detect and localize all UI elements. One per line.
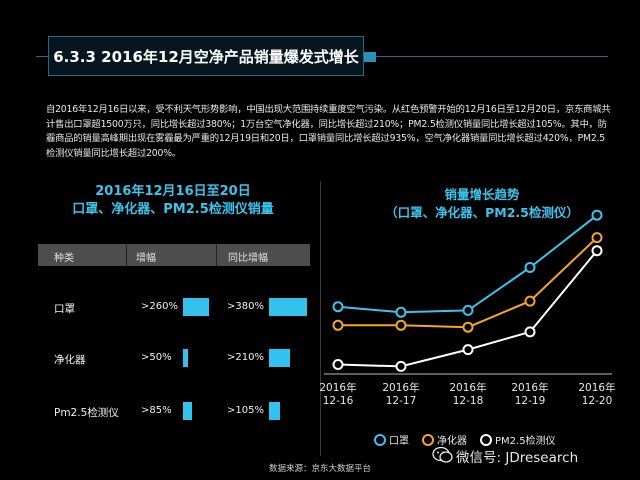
data-point [332, 301, 344, 313]
x-tick-label: 12-16 [323, 395, 354, 407]
x-tick-label: 12-18 [453, 395, 484, 407]
legend-label: PM2.5检测仪 [495, 434, 556, 447]
legend-label: 口罩 [389, 435, 409, 447]
growth-value: >50% [141, 352, 172, 363]
x-tick-label: 12-17 [386, 395, 417, 407]
header-divider [126, 244, 127, 266]
title-left-line [36, 56, 48, 57]
yoy-value: >210% [227, 352, 264, 363]
table-title-line1: 2016年12月16日至20日 [95, 184, 251, 199]
x-tick-label: 12-20 [582, 395, 613, 407]
data-point [332, 359, 344, 370]
growth-bar [183, 298, 209, 316]
growth-value: >85% [141, 405, 172, 416]
yoy-bar [269, 298, 307, 316]
x-tick-label: 2016年 [511, 381, 548, 394]
data-point [332, 319, 344, 331]
x-tick-label: 12-19 [515, 395, 546, 407]
legend-marker [480, 434, 492, 446]
data-point [462, 304, 474, 316]
yoy-value: >105% [227, 405, 264, 416]
x-tick-label: 2016年 [382, 381, 419, 394]
description-text: 自2016年12月16日以来，受不利天气形势影响，中国出现大范围持续重度空气污染… [46, 104, 611, 159]
growth-value: >260% [141, 301, 178, 312]
table-title: 2016年12月16日至20日 口罩、净化器、PM2.5检测仪销量 [38, 183, 308, 219]
title-right-line [376, 56, 608, 57]
header-growth: 增幅 [136, 253, 156, 264]
data-point [524, 262, 536, 273]
data-point [591, 232, 603, 244]
yoy-bar [269, 349, 290, 367]
table-title-line2: 口罩、净化器、PM2.5检测仪销量 [72, 202, 274, 217]
row-label-purifier: 净化器 [54, 354, 86, 366]
legend-marker [374, 434, 386, 446]
data-point [462, 344, 474, 356]
data-point [524, 295, 536, 307]
header-divider [216, 244, 217, 266]
x-tick-label: 2016年 [319, 381, 356, 394]
chart-title-line1: 销量增长趋势 [444, 187, 520, 202]
row-label-pm25: Pm2.5检测仪 [54, 407, 119, 419]
table-header: 种类 增幅 同比增幅 [38, 244, 310, 266]
growth-bar [183, 402, 192, 420]
data-point [591, 209, 603, 221]
wechat-icon [432, 446, 453, 463]
data-point [395, 360, 407, 372]
page-title: 6.3.3 2016年12月空净产品销量爆发式增长 [48, 36, 364, 76]
x-tick-label: 2016年 [449, 381, 486, 394]
growth-bar [183, 349, 188, 367]
data-source: 数据来源：京东大数据平台 [268, 464, 371, 474]
watermark: 微信号: JDresearch [456, 450, 579, 466]
yoy-value: >380% [227, 301, 264, 312]
data-point [524, 326, 536, 338]
x-tick-label: 2016年 [578, 381, 615, 394]
legend-marker [422, 434, 434, 446]
chart-title: 销量增长趋势 （口罩、净化器、PM2.5检测仪） [372, 186, 592, 222]
title-accent-bar [364, 52, 376, 62]
chart-title-line2: （口罩、净化器、PM2.5检测仪） [385, 205, 579, 220]
data-point [395, 306, 407, 318]
panel-divider [320, 181, 321, 456]
data-point [462, 321, 474, 333]
header-yoy: 同比增幅 [228, 253, 268, 264]
row-label-mask: 口罩 [54, 303, 75, 315]
data-point [395, 319, 407, 331]
legend-label: 净化器 [437, 434, 467, 447]
data-point [591, 245, 603, 257]
header-category: 种类 [54, 253, 74, 264]
yoy-bar [269, 402, 280, 420]
